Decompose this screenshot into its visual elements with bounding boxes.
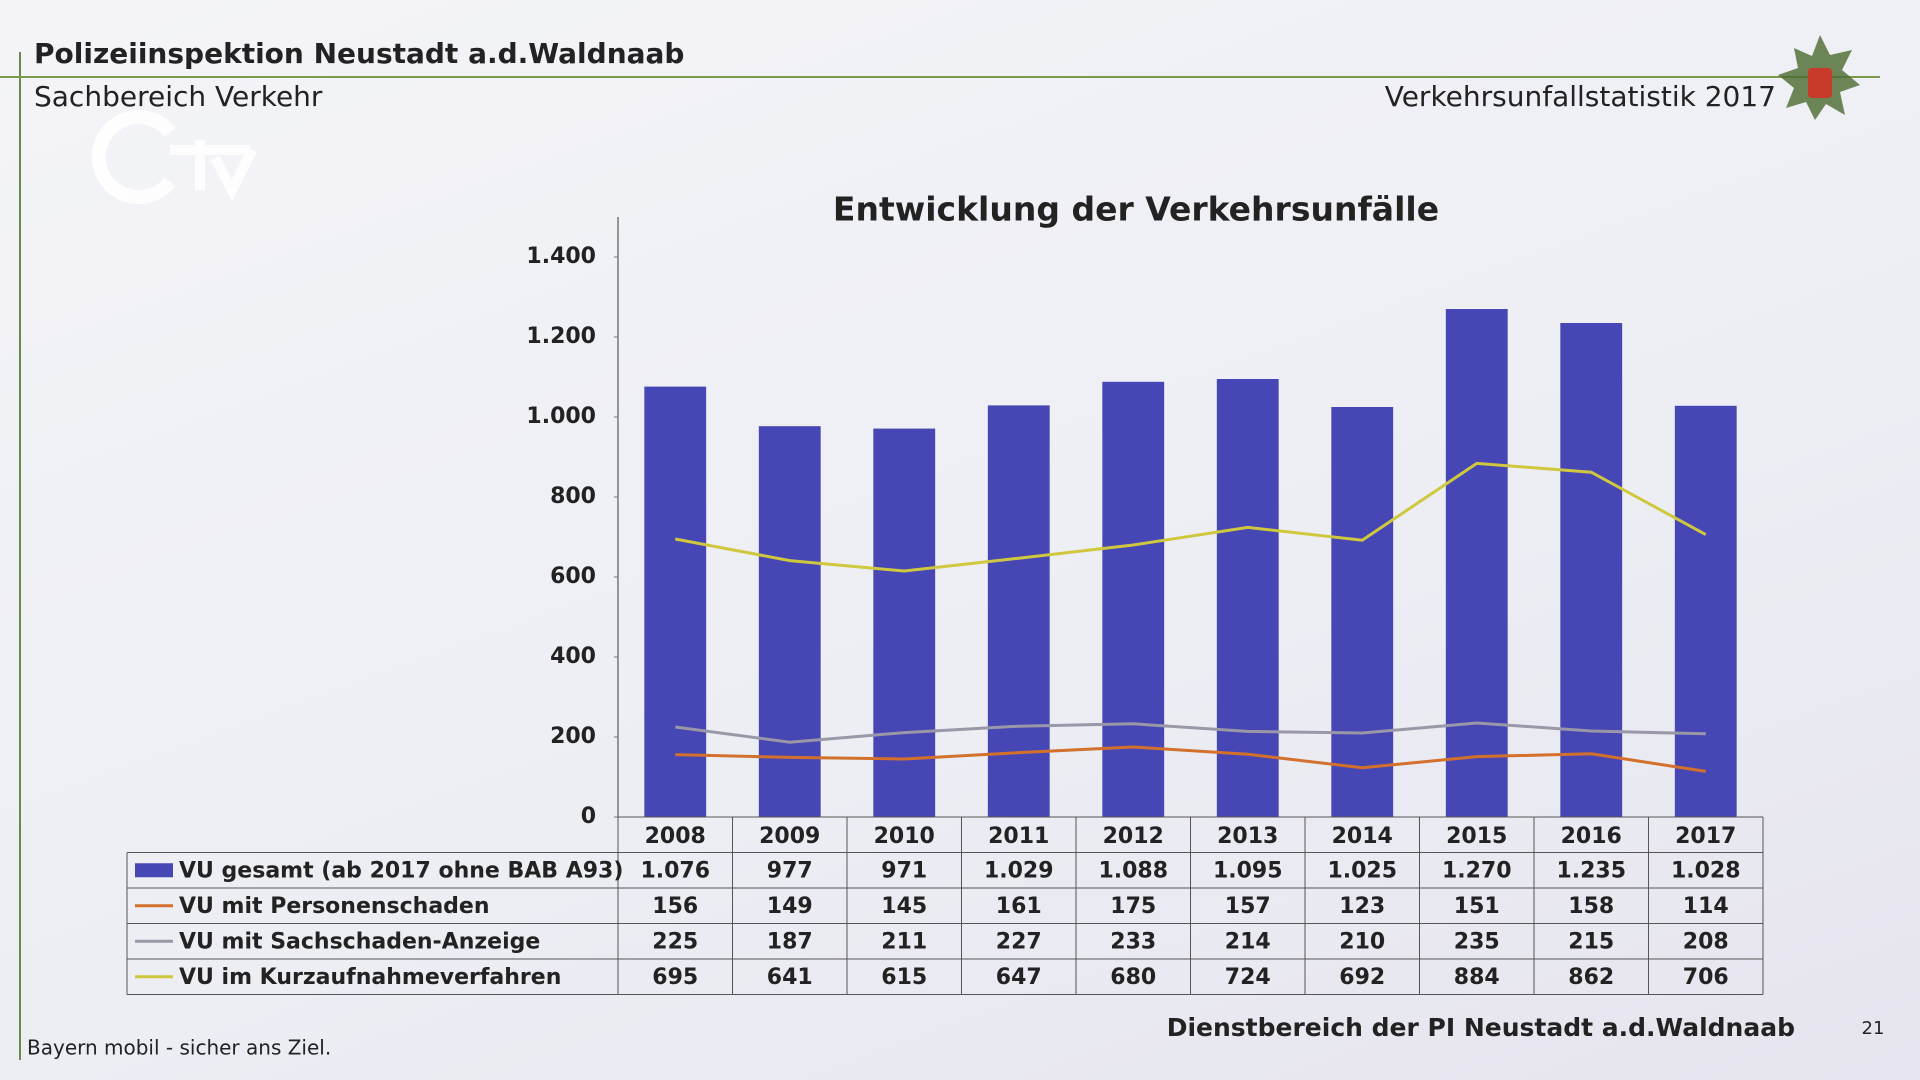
x-tick-label: 2014 <box>1332 824 1393 849</box>
y-tick-label: 200 <box>550 724 596 749</box>
page-number: 21 <box>1862 1018 1885 1039</box>
table-value: 225 <box>652 929 698 954</box>
legend-swatch <box>135 863 173 878</box>
footer-area: Dienstbereich der PI Neustadt a.d.Waldna… <box>1167 1013 1795 1042</box>
table-value: 615 <box>881 965 927 990</box>
x-tick-label: 2016 <box>1561 824 1622 849</box>
table-value: 114 <box>1683 894 1729 919</box>
y-tick-label: 1.000 <box>526 404 596 429</box>
table-value: 1.029 <box>984 858 1054 883</box>
bar <box>1102 381 1165 817</box>
table-value: 145 <box>881 894 927 919</box>
bar <box>758 426 821 817</box>
bar <box>1674 405 1737 817</box>
bar <box>644 386 707 817</box>
tv-logo <box>91 110 257 204</box>
table-value: 1.076 <box>640 858 710 883</box>
table-value: 695 <box>652 965 698 990</box>
legend-label: VU gesamt (ab 2017 ohne BAB A93) <box>179 858 623 883</box>
table-value: 210 <box>1339 929 1385 954</box>
x-tick-label: 2010 <box>874 824 935 849</box>
table-value: 884 <box>1454 965 1500 990</box>
header-subtitle: Sachbereich Verkehr <box>34 80 323 113</box>
table-value: 187 <box>767 929 813 954</box>
x-tick-label: 2017 <box>1675 824 1736 849</box>
table-value: 692 <box>1339 965 1385 990</box>
table-value: 161 <box>996 894 1042 919</box>
table-value: 151 <box>1454 894 1500 919</box>
table-value: 123 <box>1339 894 1385 919</box>
legend-label: VU im Kurzaufnahmeverfahren <box>179 965 561 990</box>
table-value: 149 <box>767 894 813 919</box>
table-value: 1.095 <box>1213 858 1283 883</box>
series-line <box>675 721 1706 744</box>
bar <box>1331 407 1394 817</box>
series-line <box>675 745 1706 773</box>
x-tick-label: 2008 <box>645 824 706 849</box>
table-value: 158 <box>1568 894 1614 919</box>
x-tick-label: 2012 <box>1103 824 1164 849</box>
table-value: 724 <box>1225 965 1271 990</box>
y-tick-label: 0 <box>581 804 596 829</box>
legend-label: VU mit Sachschaden-Anzeige <box>179 929 540 954</box>
table-value: 1.235 <box>1556 858 1626 883</box>
table-value: 233 <box>1110 929 1156 954</box>
x-tick-label: 2013 <box>1217 824 1278 849</box>
y-tick-label: 600 <box>550 564 596 589</box>
y-tick-label: 800 <box>550 484 596 509</box>
bar <box>1216 379 1279 817</box>
chart-title: Entwicklung der Verkehrsunfälle <box>833 190 1439 229</box>
table-value: 214 <box>1225 929 1271 954</box>
table-value: 647 <box>996 965 1042 990</box>
table-value: 156 <box>652 894 698 919</box>
x-tick-label: 2015 <box>1446 824 1507 849</box>
table-value: 211 <box>881 929 927 954</box>
y-tick-label: 1.200 <box>526 324 596 349</box>
table-value: 157 <box>1225 894 1271 919</box>
table-value: 977 <box>767 858 813 883</box>
y-tick-label: 1.400 <box>526 244 596 269</box>
table-value: 215 <box>1568 929 1614 954</box>
bar <box>1560 323 1623 817</box>
footer-slogan: Bayern mobil - sicher ans Ziel. <box>27 1036 331 1060</box>
bar <box>987 405 1050 817</box>
table-value: 862 <box>1568 965 1614 990</box>
table-value: 1.025 <box>1327 858 1397 883</box>
x-tick-label: 2011 <box>988 824 1049 849</box>
y-tick-label: 400 <box>550 644 596 669</box>
bar <box>1445 309 1508 817</box>
table-value: 1.088 <box>1098 858 1168 883</box>
table-value: 680 <box>1110 965 1156 990</box>
table-value: 175 <box>1110 894 1156 919</box>
bar <box>873 428 936 817</box>
header-title: Polizeiinspektion Neustadt a.d.Waldnaab <box>34 37 684 70</box>
table-value: 1.270 <box>1442 858 1512 883</box>
table-value: 971 <box>881 858 927 883</box>
table-value: 1.028 <box>1671 858 1741 883</box>
series-line <box>674 461 1707 573</box>
table-value: 641 <box>767 965 813 990</box>
table-value: 227 <box>996 929 1042 954</box>
x-tick-label: 2009 <box>759 824 820 849</box>
header-right-title: Verkehrsunfallstatistik 2017 <box>1385 80 1776 113</box>
legend-label: VU mit Personenschaden <box>179 894 490 919</box>
table-value: 706 <box>1683 965 1729 990</box>
table-value: 208 <box>1683 929 1729 954</box>
police-star <box>1778 35 1860 120</box>
table-value: 235 <box>1454 929 1500 954</box>
